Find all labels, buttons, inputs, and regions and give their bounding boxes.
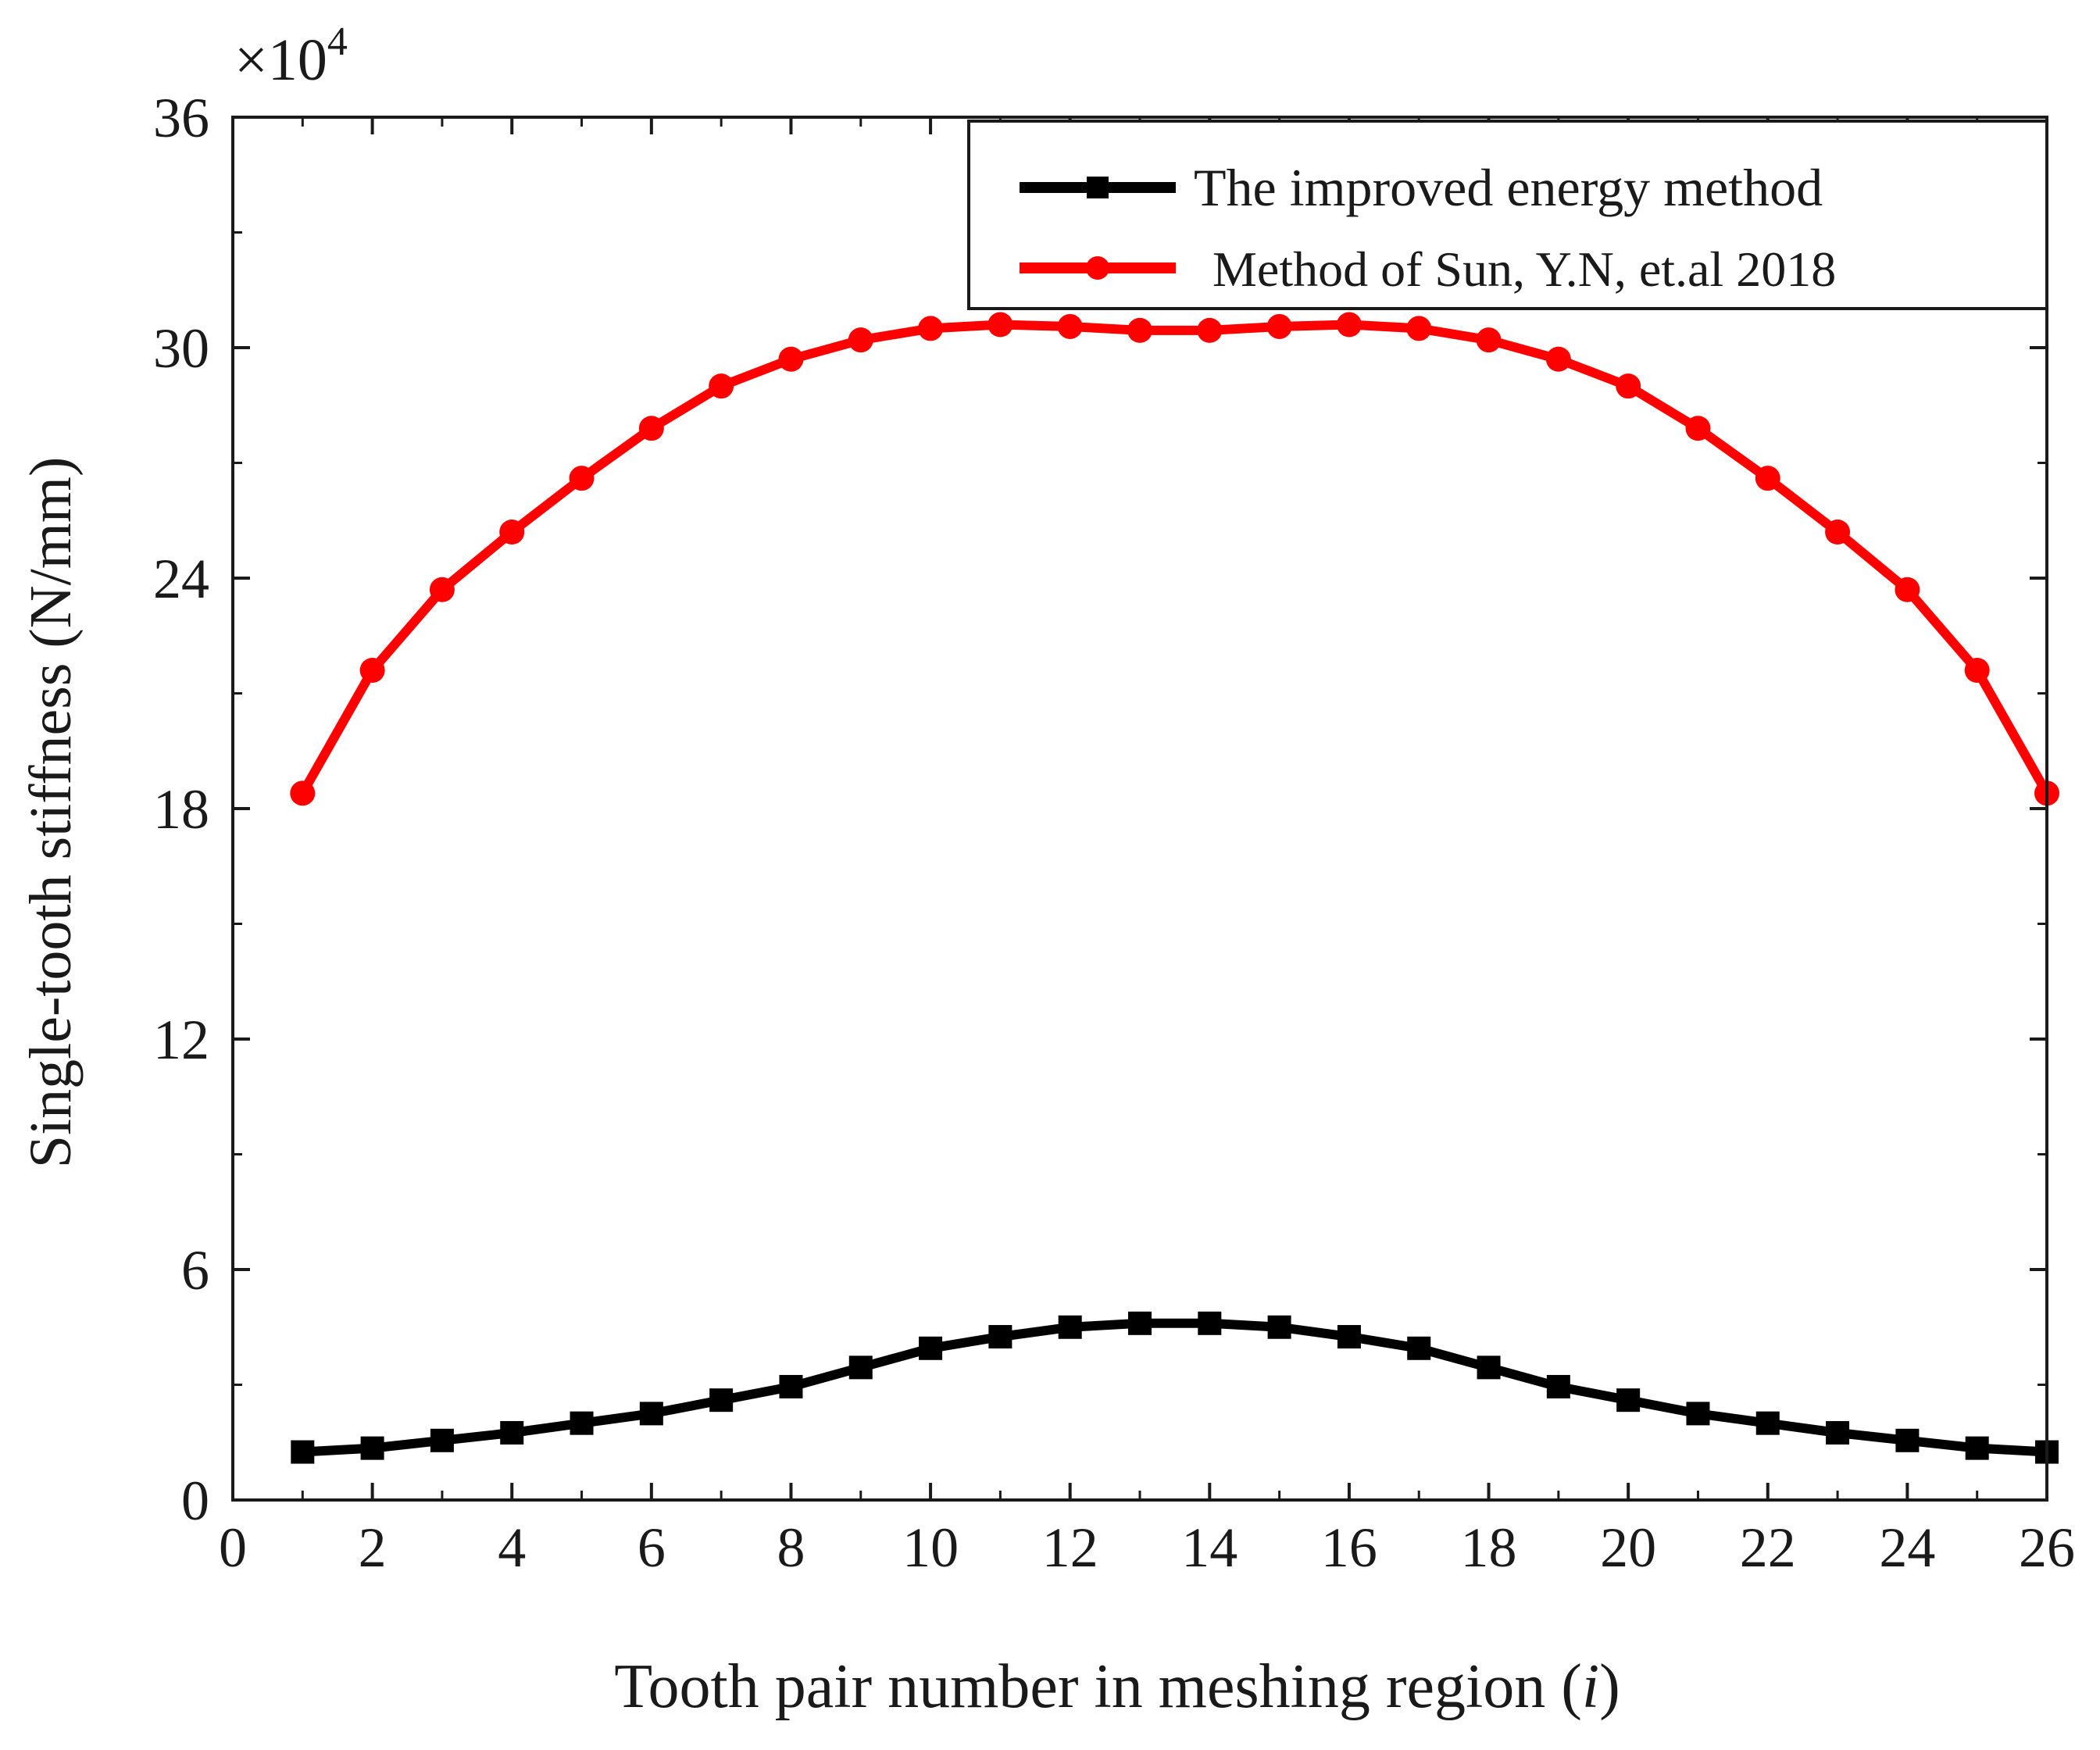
data-point — [1267, 1315, 1291, 1339]
y-multiplier: ×104 — [234, 20, 348, 93]
x-tick-label: 12 — [1042, 1516, 1098, 1579]
data-point — [848, 1355, 873, 1380]
data-point — [1058, 1315, 1082, 1339]
data-point — [1406, 316, 1432, 341]
data-point — [1057, 313, 1083, 339]
x-tick-label: 6 — [638, 1516, 666, 1579]
x-tick-label: 22 — [1740, 1516, 1796, 1579]
data-point — [779, 1374, 803, 1398]
x-tick-label: 8 — [777, 1516, 805, 1579]
data-point — [848, 327, 873, 353]
data-point — [291, 1440, 315, 1464]
data-point — [1546, 1374, 1570, 1398]
y-tick-label: 30 — [153, 317, 209, 380]
series-layer — [290, 312, 2059, 1464]
data-point — [570, 1411, 594, 1435]
plot-frame — [231, 116, 2048, 1502]
x-tick-label: 16 — [1321, 1516, 1377, 1579]
x-tick-label: 24 — [1879, 1516, 1935, 1579]
data-point — [290, 780, 316, 806]
y-tick-label: 0 — [181, 1470, 209, 1532]
data-point — [709, 1388, 734, 1412]
legend-marker-circle — [1086, 256, 1109, 280]
data-point — [359, 658, 385, 683]
data-point — [1685, 416, 1711, 441]
y-tick-label: 18 — [153, 778, 209, 841]
x-tick-label: 14 — [1181, 1516, 1238, 1579]
legend-label-improved: The improved energy method — [1194, 158, 1823, 217]
data-point — [360, 1436, 384, 1460]
y-axis-label: Single-tooth stiffness (N/mm) — [18, 457, 84, 1169]
data-point — [429, 577, 455, 602]
legend: The improved energy method Method of Sun… — [967, 120, 2048, 310]
data-point — [1686, 1402, 1710, 1426]
y-tick-label: 6 — [181, 1239, 209, 1302]
data-point — [1964, 658, 1990, 683]
data-point — [709, 373, 734, 399]
y-tick-label: 12 — [153, 1009, 209, 1071]
x-tick-label: 2 — [359, 1516, 387, 1579]
data-point — [1755, 1411, 1780, 1435]
x-tick-label: 4 — [498, 1516, 526, 1579]
data-point — [638, 416, 664, 441]
data-point — [988, 312, 1013, 338]
x-tick-label: 10 — [902, 1516, 959, 1579]
data-point — [1965, 1436, 1989, 1460]
data-point — [1895, 1428, 1920, 1452]
data-point — [1895, 577, 1920, 602]
data-point — [569, 466, 595, 491]
data-point — [1198, 1311, 1222, 1335]
data-point — [1545, 346, 1571, 372]
data-point — [1477, 1355, 1501, 1380]
data-point — [639, 1402, 663, 1426]
data-point — [1616, 373, 1641, 399]
data-point — [1407, 1336, 1431, 1360]
x-tick-label: 0 — [219, 1516, 247, 1579]
x-axis-label: Tooth pair number in meshing region (i) — [614, 1652, 1620, 1721]
legend-label-sun: Method of Sun, Y.N, et.al 2018 — [1212, 241, 1836, 297]
data-point — [1755, 466, 1780, 491]
series-0 — [291, 1311, 2059, 1464]
data-point — [500, 1420, 524, 1445]
x-tick-label: 20 — [1600, 1516, 1656, 1579]
legend-marker-square — [1087, 177, 1109, 198]
legend-box — [967, 120, 2048, 310]
data-point — [1127, 317, 1152, 343]
y-tick-label: 24 — [153, 548, 209, 610]
data-point — [918, 316, 944, 341]
data-point — [778, 346, 804, 372]
series-1 — [290, 312, 2059, 806]
x-tick-label: 26 — [2019, 1516, 2075, 1579]
data-point — [1336, 312, 1362, 338]
data-point — [1616, 1388, 1641, 1412]
series-line-1 — [298, 320, 2052, 798]
data-point — [1266, 313, 1292, 339]
data-point — [430, 1428, 454, 1452]
data-point — [988, 1325, 1012, 1349]
data-point — [1337, 1325, 1361, 1349]
y-tick-label: 36 — [153, 87, 209, 149]
data-point — [919, 1336, 943, 1360]
data-point — [1826, 1420, 1850, 1445]
data-point — [1476, 327, 1502, 353]
data-point — [1197, 317, 1223, 343]
data-point — [499, 520, 525, 545]
x-tick-label: 18 — [1461, 1516, 1517, 1579]
data-point — [1128, 1311, 1152, 1335]
data-point — [1825, 520, 1851, 545]
